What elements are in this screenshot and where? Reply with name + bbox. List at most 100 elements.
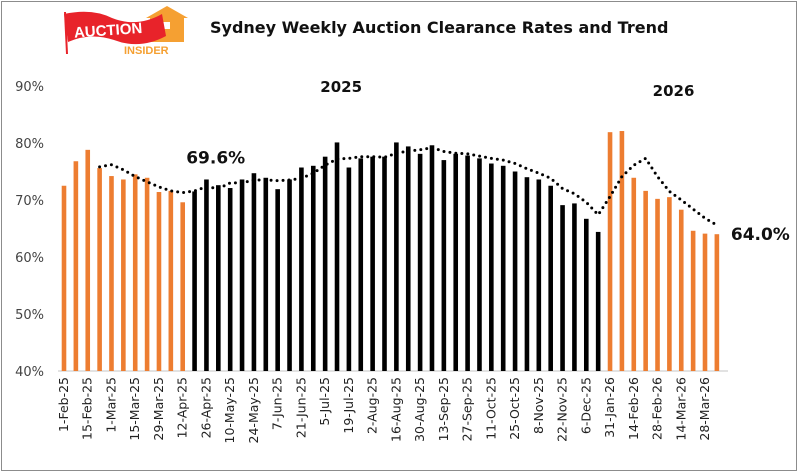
bar-15-Nov-25 — [548, 185, 553, 371]
x-tick-label: 2-Aug-25 — [365, 377, 380, 434]
bar-20-Sep-25 — [453, 153, 459, 371]
bar-6-Dec-25 — [583, 218, 589, 371]
bar-30-Aug-25 — [417, 153, 423, 371]
x-tick-label: 6-Dec-25 — [578, 377, 593, 434]
bar-8-Nov-25 — [536, 179, 542, 371]
x-tick-label: 26-Apr-25 — [198, 377, 213, 438]
x-tick-label: 25-Oct-25 — [507, 377, 522, 440]
bar-23-Aug-25 — [405, 146, 411, 371]
chart-title: Sydney Weekly Auction Clearance Rates an… — [210, 18, 669, 37]
data-label: 69.6% — [186, 148, 245, 168]
bar-12-Apr-25 — [180, 202, 186, 371]
bar-22-Nov-25 — [560, 205, 565, 371]
bar-1-Feb-25 — [61, 185, 67, 371]
bar-13-Sep-25 — [441, 160, 447, 371]
y-tick-label: 80% — [15, 137, 44, 152]
bar-12-Jul-25 — [334, 142, 340, 371]
bar-7-Mar-26 — [667, 197, 672, 371]
bar-15-Feb-25 — [85, 149, 91, 371]
x-tick-label: 28-Feb-26 — [650, 377, 665, 440]
bar-21-Jun-25 — [299, 167, 304, 371]
y-tick-label: 70% — [15, 194, 44, 209]
bar-1-Mar-25 — [109, 176, 114, 371]
y-tick-label: 60% — [15, 251, 44, 266]
y-tick-label: 90% — [15, 80, 44, 95]
year-label-2026: 2026 — [653, 82, 695, 100]
bar-28-Feb-26 — [655, 198, 660, 371]
x-tick-label: 30-Aug-25 — [412, 377, 427, 442]
bar-3-May-25 — [216, 185, 221, 371]
auction-insider-logo: AUCTION INSIDER — [64, 6, 188, 56]
x-tick-label: 16-Aug-25 — [388, 377, 403, 442]
bar-8-Feb-25 — [73, 161, 79, 371]
bar-16-Aug-25 — [394, 142, 399, 371]
bar-22-Feb-25 — [97, 168, 102, 371]
y-tick-label: 50% — [15, 308, 44, 323]
x-tick-label: 15-Mar-25 — [127, 377, 142, 441]
bar-19-Jul-25 — [346, 167, 352, 371]
x-tick-label: 27-Sep-25 — [460, 377, 475, 441]
bar-29-Nov-25 — [572, 203, 577, 371]
bar-24-May-25 — [251, 173, 257, 371]
bar-28-Mar-26 — [702, 233, 708, 371]
bar-4-Apr-26 — [714, 234, 720, 371]
bar-13-Dec-25 — [595, 231, 601, 371]
x-tick-label: 5-Jul-25 — [317, 377, 332, 426]
x-tick-label: 28-Mar-26 — [697, 377, 712, 441]
bar-14-Mar-26 — [678, 209, 684, 371]
x-tick-label: 1-Mar-25 — [103, 377, 118, 433]
x-tick-label: 22-Nov-25 — [555, 377, 570, 442]
svg-text:AUCTION: AUCTION — [73, 20, 142, 42]
bar-18-Oct-25 — [500, 165, 506, 371]
bar-15-Mar-25 — [132, 174, 138, 371]
bar-8-Mar-25 — [121, 179, 126, 371]
bar-22-Mar-25 — [144, 177, 150, 371]
bar-14-Jun-25 — [287, 179, 292, 371]
bar-26-Apr-25 — [204, 179, 209, 371]
bar-28-Jun-25 — [310, 165, 316, 371]
x-tick-label: 12-Apr-25 — [175, 377, 190, 438]
x-tick-label: 19-Jul-25 — [341, 377, 356, 434]
bar-29-Mar-25 — [156, 192, 162, 371]
bar-27-Sep-25 — [465, 155, 470, 371]
bar-11-Oct-25 — [489, 163, 494, 371]
x-tick-label: 29-Mar-25 — [151, 377, 166, 441]
bar-6-Sep-25 — [429, 145, 435, 371]
bar-26-Jul-25 — [358, 158, 364, 371]
bar-5-Apr-25 — [168, 190, 174, 371]
bar-10-May-25 — [227, 188, 233, 371]
svg-text:INSIDER: INSIDER — [124, 45, 169, 56]
x-tick-label: 11-Oct-25 — [483, 377, 498, 440]
x-tick-label: 1-Feb-25 — [56, 377, 71, 432]
x-tick-label: 15-Feb-25 — [80, 377, 95, 440]
x-tick-label: 14-Feb-26 — [626, 377, 641, 440]
bar-9-Aug-25 — [382, 156, 387, 371]
trend-line — [98, 146, 719, 227]
x-tick-label: 8-Nov-25 — [531, 377, 546, 434]
bar-4-Oct-25 — [477, 158, 482, 371]
data-label: 64.0% — [731, 225, 790, 245]
bar-31-May-25 — [263, 177, 269, 371]
bar-21-Mar-26 — [690, 230, 696, 371]
bar-1-Nov-25 — [524, 177, 530, 371]
year-label-2025: 2025 — [320, 78, 362, 96]
bar-7-Jun-25 — [275, 189, 280, 371]
x-tick-label: 21-Jun-25 — [293, 377, 308, 438]
x-tick-label: 24-May-25 — [246, 377, 261, 443]
x-tick-label: 10-May-25 — [222, 377, 237, 443]
bar-19-Apr-25 — [192, 191, 197, 371]
x-tick-label: 13-Sep-25 — [436, 377, 451, 441]
bar-17-May-25 — [239, 179, 245, 371]
bar-7-Feb-26 — [619, 131, 625, 371]
x-tick-label: 31-Jan-26 — [602, 377, 617, 438]
x-tick-label: 14-Mar-26 — [673, 377, 688, 441]
bar-21-Feb-26 — [643, 190, 648, 371]
bar-5-Jul-25 — [322, 156, 328, 371]
bar-31-Jan-26 — [607, 132, 613, 371]
bar-2-Aug-25 — [370, 156, 375, 371]
x-tick-label: 7-Jun-25 — [270, 377, 285, 430]
y-tick-label: 40% — [15, 365, 44, 380]
bar-14-Feb-26 — [631, 177, 637, 371]
